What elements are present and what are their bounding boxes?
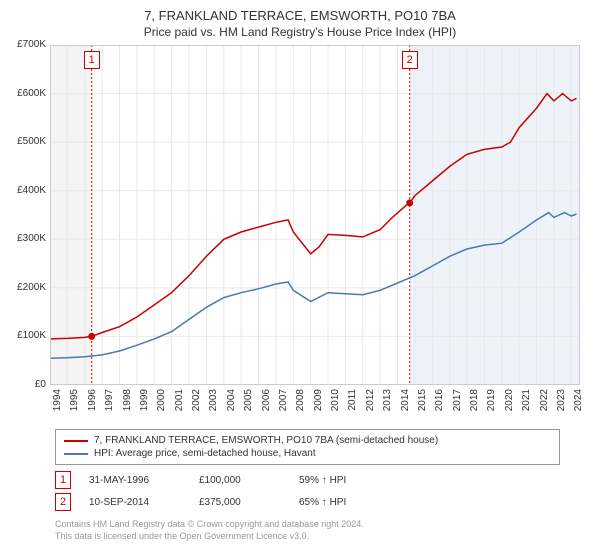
x-tick-label: 2024 — [573, 389, 584, 419]
footnote-line1: Contains HM Land Registry data © Crown c… — [55, 519, 364, 529]
footnote: Contains HM Land Registry data © Crown c… — [55, 519, 560, 542]
page-subtitle: Price paid vs. HM Land Registry's House … — [0, 23, 600, 45]
legend: 7, FRANKLAND TERRACE, EMSWORTH, PO10 7BA… — [55, 429, 560, 465]
sale-marker-icon: 1 — [55, 471, 71, 489]
x-tick-label: 2015 — [417, 389, 428, 419]
y-tick-label: £700K — [2, 39, 46, 50]
sale-marker-2: 2 — [402, 51, 418, 69]
x-tick-label: 2007 — [278, 389, 289, 419]
x-tick-label: 1997 — [104, 389, 115, 419]
x-tick-label: 2002 — [191, 389, 202, 419]
x-tick-label: 1996 — [87, 389, 98, 419]
legend-item: 7, FRANKLAND TERRACE, EMSWORTH, PO10 7BA… — [64, 434, 551, 447]
x-tick-label: 2010 — [330, 389, 341, 419]
x-tick-label: 1995 — [69, 389, 80, 419]
y-tick-label: £200K — [2, 282, 46, 293]
x-tick-label: 2008 — [295, 389, 306, 419]
legend-swatch — [64, 453, 88, 455]
x-tick-label: 2016 — [434, 389, 445, 419]
legend-label: 7, FRANKLAND TERRACE, EMSWORTH, PO10 7BA… — [94, 435, 438, 446]
x-tick-label: 2000 — [156, 389, 167, 419]
x-tick-label: 2022 — [539, 389, 550, 419]
sale-hpi: 65% ↑ HPI — [299, 497, 399, 508]
y-tick-label: £400K — [2, 185, 46, 196]
x-tick-label: 2012 — [365, 389, 376, 419]
y-tick-label: £600K — [2, 88, 46, 99]
x-tick-label: 2023 — [556, 389, 567, 419]
footnote-line2: This data is licensed under the Open Gov… — [55, 531, 309, 541]
y-tick-label: £300K — [2, 233, 46, 244]
sale-price: £375,000 — [199, 497, 299, 508]
x-tick-label: 2006 — [261, 389, 272, 419]
chart-area: £0£100K£200K£300K£400K£500K£600K£700K 19… — [50, 45, 588, 421]
x-tick-label: 2020 — [504, 389, 515, 419]
y-tick-label: £0 — [2, 379, 46, 390]
x-tick-label: 2004 — [226, 389, 237, 419]
line-chart — [50, 45, 580, 385]
x-tick-label: 2021 — [521, 389, 532, 419]
x-tick-label: 2014 — [400, 389, 411, 419]
sales-table: 1 31-MAY-1996£100,00059% ↑ HPI 2 10-SEP-201… — [55, 469, 600, 513]
page-title: 7, FRANKLAND TERRACE, EMSWORTH, PO10 7BA — [0, 0, 600, 23]
sale-price: £100,000 — [199, 475, 299, 486]
sale-date: 10-SEP-2014 — [89, 497, 199, 508]
x-tick-label: 2009 — [313, 389, 324, 419]
sale-marker-1: 1 — [84, 51, 100, 69]
x-tick-label: 1998 — [122, 389, 133, 419]
x-tick-label: 2005 — [243, 389, 254, 419]
sale-marker-icon: 2 — [55, 493, 71, 511]
sale-hpi: 59% ↑ HPI — [299, 475, 399, 486]
x-tick-label: 2013 — [382, 389, 393, 419]
y-tick-label: £500K — [2, 136, 46, 147]
sale-row: 2 10-SEP-2014£375,00065% ↑ HPI — [55, 491, 600, 513]
x-tick-label: 2001 — [174, 389, 185, 419]
x-tick-label: 2018 — [469, 389, 480, 419]
x-tick-label: 1994 — [52, 389, 63, 419]
x-tick-label: 2019 — [486, 389, 497, 419]
y-tick-label: £100K — [2, 330, 46, 341]
sale-row: 1 31-MAY-1996£100,00059% ↑ HPI — [55, 469, 600, 491]
x-tick-label: 2017 — [452, 389, 463, 419]
x-tick-label: 2011 — [347, 389, 358, 419]
x-tick-label: 1999 — [139, 389, 150, 419]
page: 7, FRANKLAND TERRACE, EMSWORTH, PO10 7BA… — [0, 0, 600, 560]
legend-swatch — [64, 440, 88, 442]
legend-label: HPI: Average price, semi-detached house,… — [94, 448, 316, 459]
x-tick-label: 2003 — [208, 389, 219, 419]
legend-item: HPI: Average price, semi-detached house,… — [64, 447, 551, 460]
sale-date: 31-MAY-1996 — [89, 475, 199, 486]
